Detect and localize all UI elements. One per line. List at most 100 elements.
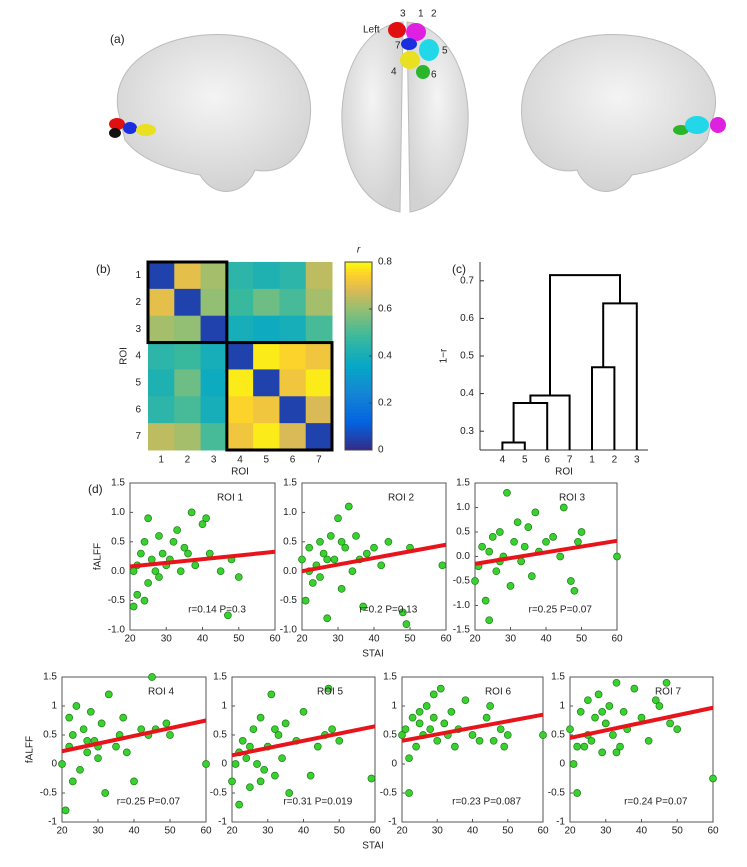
data-point xyxy=(422,702,431,710)
side-label: Left xyxy=(363,25,380,36)
colorbar-strip xyxy=(345,434,372,438)
data-point xyxy=(76,765,84,774)
data-point xyxy=(587,736,596,745)
data-point xyxy=(140,596,149,605)
y-tick-label: 0.5 xyxy=(460,351,474,362)
data-point xyxy=(191,561,200,570)
data-point xyxy=(137,549,145,558)
data-point xyxy=(405,754,413,763)
data-point xyxy=(584,696,592,705)
x-tick-label: 50 xyxy=(164,826,176,837)
y-tick-label: 0.5 xyxy=(283,536,297,547)
data-point xyxy=(301,596,310,605)
data-point xyxy=(436,684,445,693)
x-tick-label: 60 xyxy=(707,826,719,837)
x-tick-label: 60 xyxy=(269,634,281,645)
data-point xyxy=(68,731,77,739)
panel-label: (a) xyxy=(110,32,125,46)
data-point xyxy=(485,547,494,556)
data-point xyxy=(478,542,486,551)
data-point xyxy=(549,533,557,541)
data-point xyxy=(308,579,317,587)
x-tick-label: 30 xyxy=(92,826,104,837)
data-point xyxy=(316,573,324,581)
colorbar-strip xyxy=(345,277,372,282)
data-point xyxy=(231,760,240,768)
data-point xyxy=(616,742,624,751)
colorbar-strip xyxy=(345,315,372,319)
data-point xyxy=(348,567,357,576)
heatmap-cell xyxy=(305,342,333,370)
dendrogram-link xyxy=(501,441,526,450)
x-tick-label: 30 xyxy=(332,634,344,645)
y-tick-label: 0.5 xyxy=(111,536,125,547)
data-point xyxy=(468,731,477,739)
data-point xyxy=(324,684,333,693)
heatmap-cell xyxy=(226,262,254,290)
y-tick-label: 0 xyxy=(221,759,227,770)
data-point xyxy=(155,532,163,540)
data-point xyxy=(271,725,279,734)
x-tick-label: 2 xyxy=(185,455,191,466)
data-point xyxy=(673,725,682,734)
data-point xyxy=(598,748,607,757)
data-point xyxy=(503,731,512,739)
x-tick-label: 20 xyxy=(296,634,308,645)
y-tick-label: -1 xyxy=(556,817,565,828)
data-point xyxy=(151,567,160,576)
roi-blob xyxy=(400,51,420,69)
colorbar-strip xyxy=(345,440,372,445)
heatmap-cell xyxy=(148,342,175,370)
colorbar-strip xyxy=(345,337,372,341)
leaf-label: 1 xyxy=(589,455,595,466)
colorbar-strip xyxy=(345,387,372,391)
data-point xyxy=(328,725,336,734)
data-point xyxy=(447,707,456,716)
cluster-box xyxy=(225,341,334,452)
colorbar-strip xyxy=(345,274,372,279)
data-point xyxy=(281,719,290,728)
x-tick-label: 60 xyxy=(611,634,623,645)
fit-line xyxy=(129,549,276,569)
y-tick-label: 0.7 xyxy=(460,275,474,286)
plot-frame xyxy=(569,676,714,823)
colorbar-strip xyxy=(345,424,372,429)
data-point xyxy=(184,549,192,558)
roi-blob xyxy=(685,116,709,134)
heatmap-cell xyxy=(305,396,333,424)
data-point xyxy=(524,523,533,531)
y-tick-label: 1.0 xyxy=(456,502,470,513)
data-point xyxy=(662,678,671,687)
y-tick-label: 7 xyxy=(135,431,141,442)
colorbar-strip xyxy=(345,280,372,285)
colorbar-strip xyxy=(345,374,372,379)
x-tick-label: 40 xyxy=(197,634,209,645)
data-point xyxy=(609,731,617,739)
colorbar-tick-label: 0.4 xyxy=(378,351,392,362)
data-point xyxy=(256,713,265,722)
colorbar-strip xyxy=(345,352,372,357)
roi-blob xyxy=(109,118,125,130)
colorbar-strip xyxy=(345,384,372,388)
x-tick-label: 7 xyxy=(316,455,322,466)
heatmap-cell xyxy=(200,315,228,344)
y-tick-label: -0.5 xyxy=(108,595,126,606)
x-axis-label: ROI xyxy=(231,467,249,478)
data-point xyxy=(205,549,214,558)
data-point xyxy=(122,748,131,757)
dendrogram-link xyxy=(602,302,638,450)
dendrogram-link xyxy=(591,366,616,450)
data-point xyxy=(306,771,315,780)
colorbar-strip xyxy=(345,324,372,329)
heatmap-cell xyxy=(174,369,202,397)
data-point xyxy=(187,508,196,517)
colorbar-strip xyxy=(345,290,372,294)
data-point xyxy=(429,690,438,699)
data-point xyxy=(408,713,417,722)
data-point xyxy=(58,760,66,768)
y-tick-label: 0.5 xyxy=(43,730,57,741)
data-point xyxy=(330,555,339,564)
y-tick-label: 1.5 xyxy=(551,672,565,683)
leaf-label: 3 xyxy=(634,455,640,466)
